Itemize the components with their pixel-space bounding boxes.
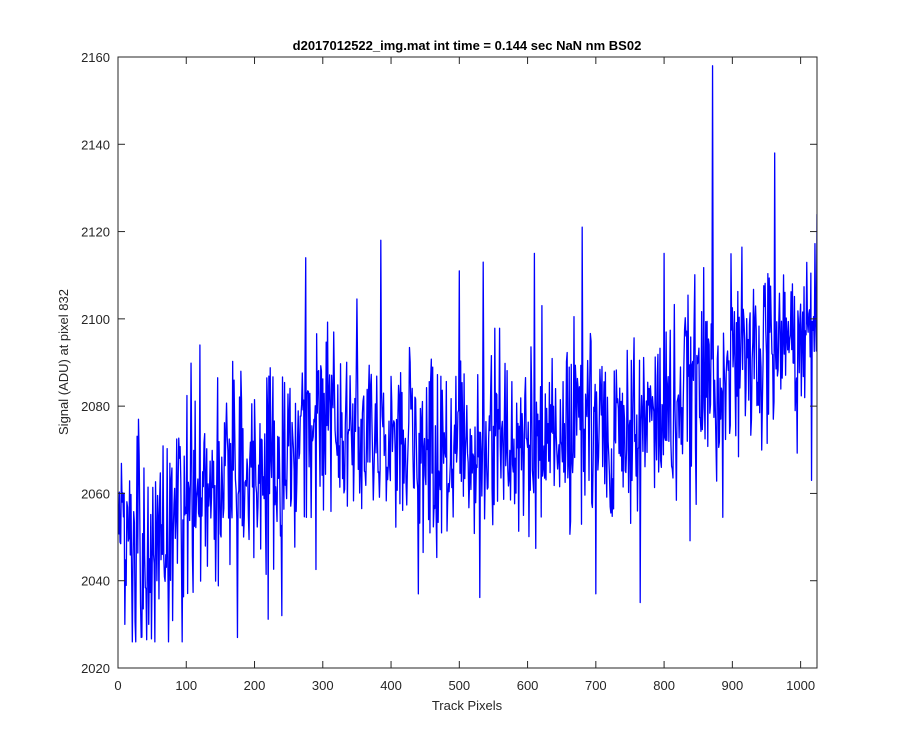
- x-tick-label: 100: [175, 678, 197, 693]
- x-tick-label: 800: [653, 678, 675, 693]
- x-tick-label: 700: [585, 678, 607, 693]
- x-tick-label: 1000: [786, 678, 815, 693]
- y-tick-label: 2020: [81, 661, 110, 676]
- plot-area: [118, 57, 817, 668]
- x-axis-ticks: 0 100 200 300 400 500 600 700 800 900 1000: [114, 57, 815, 693]
- y-tick-label: 2100: [81, 312, 110, 327]
- y-tick-label: 2080: [81, 399, 110, 414]
- y-tick-label: 2120: [81, 225, 110, 240]
- axes-box: [117, 56, 818, 669]
- y-axis-label: Signal (ADU) at pixel 832: [56, 289, 71, 435]
- y-tick-label: 2060: [81, 486, 110, 501]
- x-axis-label: Track Pixels: [432, 698, 503, 713]
- x-tick-label: 600: [517, 678, 539, 693]
- x-tick-label: 200: [244, 678, 266, 693]
- y-tick-label: 2140: [81, 137, 110, 152]
- y-tick-label: 2040: [81, 574, 110, 589]
- signal-series-line: [118, 65, 817, 643]
- series-layer: [118, 65, 817, 643]
- x-tick-label: 300: [312, 678, 334, 693]
- chart-title: d2017012522_img.mat int time = 0.144 sec…: [293, 38, 642, 53]
- x-tick-label: 900: [722, 678, 744, 693]
- y-axis-ticks: 2020 2040 2060 2080 2100 2120 2140 2160: [81, 50, 817, 676]
- y-tick-label: 2160: [81, 50, 110, 65]
- x-tick-label: 400: [380, 678, 402, 693]
- x-tick-label: 0: [114, 678, 121, 693]
- x-tick-label: 500: [448, 678, 470, 693]
